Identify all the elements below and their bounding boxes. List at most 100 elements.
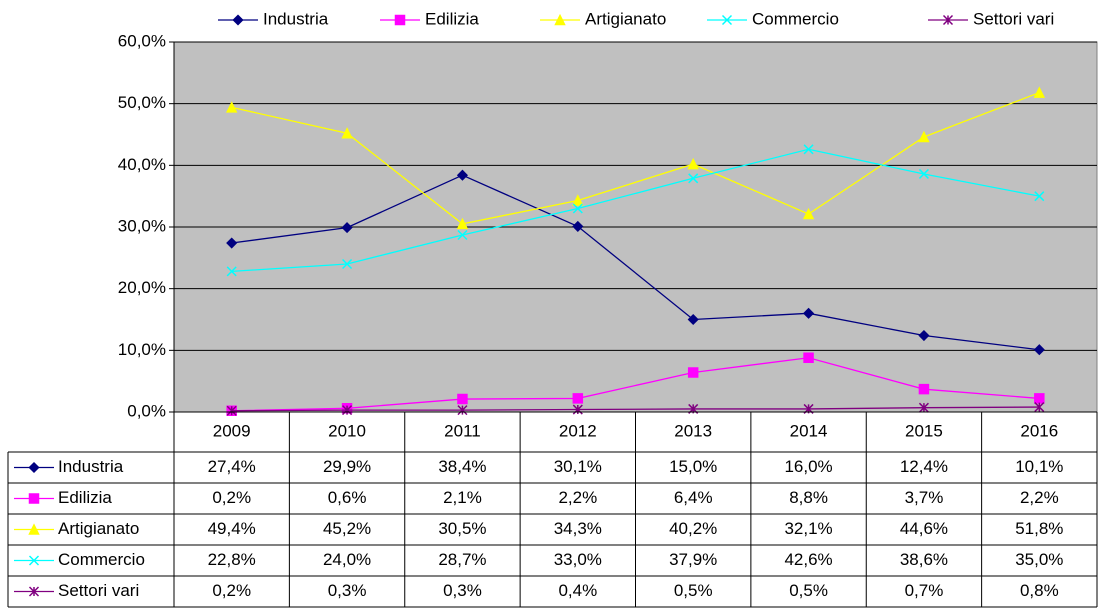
x-tick-label: 2010 — [328, 421, 366, 440]
data-point — [341, 127, 353, 139]
series-line — [231, 357, 1040, 412]
table-key-marker — [28, 523, 40, 535]
data-point — [341, 222, 353, 234]
table-key-marker — [28, 461, 40, 474]
data-point — [688, 173, 699, 184]
data-point — [918, 168, 929, 179]
data-point — [918, 383, 930, 395]
table-cell: 51,8% — [1015, 519, 1063, 538]
data-point — [1034, 402, 1045, 413]
data-point — [457, 405, 468, 416]
data-point — [572, 203, 583, 214]
table-cell: 0,8% — [1020, 581, 1059, 600]
data-point — [457, 229, 468, 241]
table-cell: 35,0% — [1015, 550, 1063, 569]
data-point — [687, 367, 699, 378]
table-cell: 2,1% — [443, 488, 482, 507]
legend-marker — [942, 14, 954, 26]
x-tick-label: 2009 — [213, 421, 251, 440]
table-cell: 12,4% — [900, 457, 948, 476]
legend-label: Artigianato — [585, 9, 666, 28]
table-cell: 0,4% — [558, 581, 597, 600]
table-cell: 33,0% — [554, 550, 602, 569]
table-cell: 0,5% — [674, 581, 713, 600]
data-point — [1034, 191, 1045, 202]
table-cell: 10,1% — [1015, 457, 1063, 476]
table-cell: 0,2% — [212, 488, 251, 507]
y-tick-label: 40,0% — [118, 155, 166, 174]
table-key-marker — [28, 493, 40, 504]
table-cell: 40,2% — [669, 519, 717, 538]
table-cell: 45,2% — [323, 519, 371, 538]
data-point — [226, 266, 237, 277]
series-line — [231, 174, 1040, 351]
table-cell: 16,0% — [784, 457, 832, 476]
table-cell: 27,4% — [208, 457, 256, 476]
data-point — [918, 130, 930, 143]
table-cell: 38,6% — [900, 550, 948, 569]
table-cell: 0,3% — [443, 581, 482, 600]
table-cell: 24,0% — [323, 550, 371, 569]
table-row-label: Settori vari — [58, 581, 139, 600]
table-cell: 44,6% — [900, 519, 948, 538]
legend-label: Edilizia — [425, 9, 479, 28]
table-cell: 0,3% — [328, 581, 367, 600]
x-tick-label: 2016 — [1020, 421, 1058, 440]
data-point — [918, 329, 930, 342]
series-line — [231, 406, 1040, 412]
table-cell: 15,0% — [669, 457, 717, 476]
table-cell: 8,8% — [789, 488, 828, 507]
table-cell: 2,2% — [1020, 488, 1059, 507]
data-point — [226, 237, 238, 249]
data-point — [803, 144, 814, 155]
table-cell: 38,4% — [438, 457, 486, 476]
data-point — [802, 207, 815, 220]
y-tick-label: 10,0% — [118, 340, 166, 359]
x-tick-label: 2012 — [559, 421, 597, 440]
data-point — [803, 352, 814, 363]
x-tick-label: 2011 — [444, 421, 481, 440]
data-point — [457, 393, 468, 405]
data-point — [342, 405, 353, 416]
table-cell: 3,7% — [905, 488, 944, 507]
table-cell: 6,4% — [674, 488, 713, 507]
legend-label: Commercio — [752, 9, 839, 28]
legend-marker — [721, 14, 733, 26]
table-cell: 32,1% — [784, 519, 832, 538]
table-key-marker — [28, 586, 40, 597]
data-point — [572, 393, 584, 404]
data-point — [687, 313, 699, 326]
table-cell: 2,2% — [558, 488, 597, 507]
table-cell: 30,5% — [438, 519, 486, 538]
table-cell: 28,7% — [438, 550, 486, 569]
x-tick-label: 2013 — [674, 421, 712, 440]
data-point — [918, 402, 929, 413]
table-cell: 0,6% — [328, 488, 367, 507]
legend-marker — [394, 14, 406, 26]
table-cell: 49,4% — [208, 519, 256, 538]
table-cell: 0,5% — [789, 581, 828, 600]
data-point — [456, 217, 469, 230]
data-point — [687, 157, 699, 170]
table-cell: 0,7% — [905, 581, 944, 600]
table-cell: 0,2% — [212, 581, 251, 600]
data-point — [1034, 393, 1045, 404]
legend-marker — [232, 14, 244, 26]
y-tick-label: 30,0% — [118, 216, 166, 235]
table-cell: 22,8% — [208, 550, 256, 569]
x-tick-label: 2015 — [905, 421, 943, 440]
table-cell: 37,9% — [669, 550, 717, 569]
series-line — [231, 148, 1040, 273]
y-tick-label: 20,0% — [118, 278, 166, 297]
table-row-label: Artigianato — [58, 519, 139, 538]
data-point — [225, 101, 238, 113]
x-tick-label: 2014 — [790, 421, 828, 440]
data-point — [572, 220, 584, 232]
y-tick-label: 50,0% — [118, 93, 166, 112]
series-line — [231, 91, 1040, 225]
data-point — [1033, 344, 1045, 356]
table-cell: 34,3% — [554, 519, 602, 538]
data-point — [226, 405, 237, 416]
